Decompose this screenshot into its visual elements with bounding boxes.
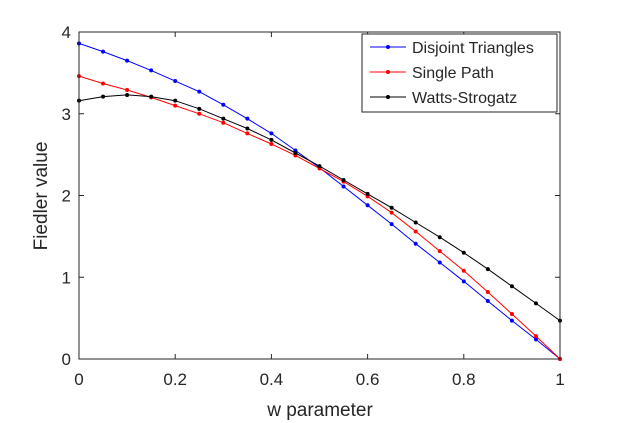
y-tick-label-0: 0 xyxy=(62,350,71,369)
data-point-s1-16 xyxy=(461,268,466,273)
x-tick-label-2: 0.4 xyxy=(260,370,284,389)
x-tick-label-1: 0.2 xyxy=(163,370,187,389)
series-line-1 xyxy=(78,75,561,360)
data-point-s2-19 xyxy=(533,301,538,306)
legend-marker-2 xyxy=(386,95,390,99)
data-point-s0-17 xyxy=(485,298,490,303)
data-point-s1-2 xyxy=(125,88,130,93)
x-axis-label: w parameter xyxy=(266,400,373,421)
plot-area xyxy=(77,41,562,361)
data-point-s2-13 xyxy=(389,205,394,210)
y-tick-label-1: 1 xyxy=(62,268,71,287)
data-point-s2-6 xyxy=(221,116,226,121)
data-point-s0-14 xyxy=(413,241,418,246)
data-point-s2-4 xyxy=(173,98,178,103)
y-tick-label-3: 3 xyxy=(62,105,71,124)
x-tick-label-4: 0.8 xyxy=(452,370,476,389)
legend-marker-0 xyxy=(386,45,390,49)
data-point-s1-8 xyxy=(269,141,274,146)
data-point-s0-15 xyxy=(437,260,442,265)
y-axis-label: Fiedler value xyxy=(31,142,52,251)
data-point-s1-7 xyxy=(245,131,250,136)
data-point-s0-5 xyxy=(197,89,202,94)
data-point-s2-10 xyxy=(317,164,322,169)
data-point-s1-19 xyxy=(533,334,538,339)
data-point-s0-19 xyxy=(533,337,538,342)
data-point-s1-15 xyxy=(437,249,442,254)
data-point-s1-1 xyxy=(101,81,106,86)
x-tick-label-0: 0 xyxy=(74,370,83,389)
data-point-s1-6 xyxy=(221,120,226,125)
data-point-s2-14 xyxy=(413,220,418,225)
data-point-s0-11 xyxy=(341,184,346,189)
y-tick-label-4: 4 xyxy=(62,23,71,42)
data-point-s2-1 xyxy=(101,94,106,99)
data-point-s2-16 xyxy=(461,250,466,255)
axes: 0 0.2 0.4 0.6 0.8 1 0 1 2 3 4 xyxy=(62,23,565,389)
data-point-s0-12 xyxy=(365,203,370,208)
data-point-s1-17 xyxy=(485,289,490,294)
data-point-s2-17 xyxy=(485,267,490,272)
legend-label-0: Disjoint Triangles xyxy=(412,40,534,57)
x-tick-label-5: 1 xyxy=(555,370,564,389)
data-point-s0-8 xyxy=(269,131,274,136)
data-point-s1-14 xyxy=(413,229,418,234)
data-point-s2-7 xyxy=(245,126,250,131)
data-point-s0-3 xyxy=(149,68,154,73)
data-point-s0-1 xyxy=(101,49,106,54)
legend-marker-1 xyxy=(386,70,390,74)
data-point-s0-18 xyxy=(509,318,514,323)
x-tick-label-3: 0.6 xyxy=(356,370,380,389)
data-point-s2-11 xyxy=(341,177,346,182)
legend-label-2: Watts-Strogatz xyxy=(412,90,517,107)
y-tick-label-2: 2 xyxy=(62,187,71,206)
data-point-s1-4 xyxy=(173,103,178,108)
data-point-s2-9 xyxy=(293,150,298,155)
data-point-s2-15 xyxy=(437,235,442,240)
data-point-s0-13 xyxy=(389,222,394,227)
data-point-s2-5 xyxy=(197,106,202,111)
data-point-s2-18 xyxy=(509,284,514,289)
data-point-s1-5 xyxy=(197,111,202,116)
data-point-s0-6 xyxy=(221,102,226,107)
data-point-s0-7 xyxy=(245,116,250,121)
data-point-s2-2 xyxy=(125,92,130,97)
data-point-s0-2 xyxy=(125,58,130,63)
data-point-s2-8 xyxy=(269,137,274,142)
data-point-s2-12 xyxy=(365,191,370,196)
series-line-2 xyxy=(78,94,561,322)
data-point-s1-13 xyxy=(389,210,394,215)
data-point-s2-3 xyxy=(149,94,154,99)
data-point-s0-4 xyxy=(173,79,178,84)
legend-label-1: Single Path xyxy=(412,65,494,82)
legend: Disjoint Triangles Single Path Watts-Strog… xyxy=(361,33,558,113)
data-point-s1-18 xyxy=(509,312,514,317)
data-point-s0-16 xyxy=(461,279,466,284)
